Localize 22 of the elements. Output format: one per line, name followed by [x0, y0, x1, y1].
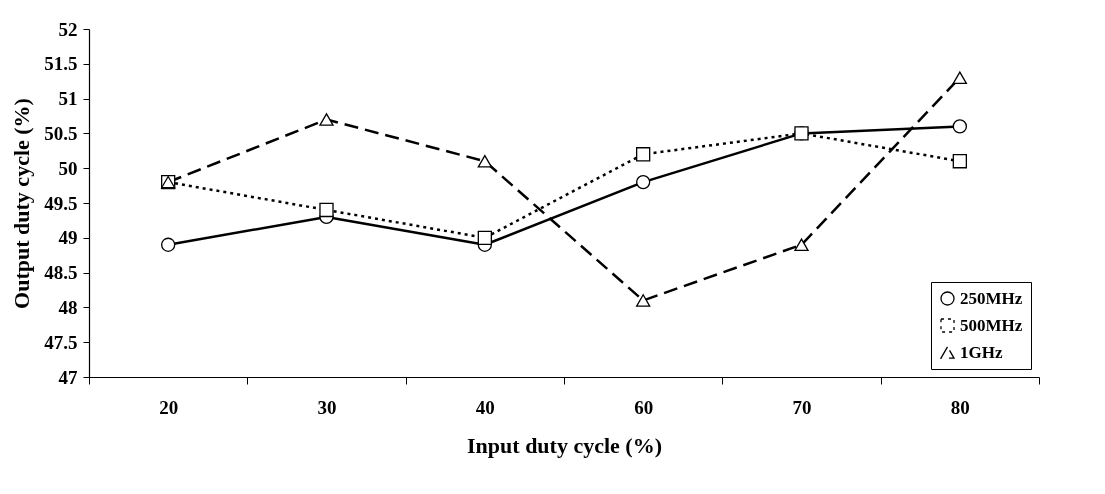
x-axis-title: Input duty cycle (%)	[467, 432, 662, 458]
x-tick-label: 40	[475, 396, 495, 418]
y-tick-label: 48.5	[44, 262, 78, 284]
x-tick-label: 70	[792, 396, 812, 418]
x-tick-label: 60	[634, 396, 654, 418]
legend-label: 500MHz	[960, 315, 1023, 335]
x-tick-label: 30	[317, 396, 337, 418]
y-tick-label: 52	[58, 18, 78, 40]
y-tick-label: 49.5	[44, 192, 78, 214]
y-tick-label: 51.5	[44, 53, 78, 75]
legend-label: 1GHz	[960, 342, 1003, 362]
x-tick-label: 20	[159, 396, 179, 418]
y-axis-title: Output duty cycle (%)	[9, 98, 35, 309]
y-tick-label: 47.5	[44, 331, 78, 353]
y-tick-label: 50.5	[44, 122, 78, 144]
y-tick-label: 48	[58, 296, 78, 318]
x-tick-label: 80	[950, 396, 970, 418]
y-tick-label: 47	[58, 366, 78, 388]
y-tick-label: 51	[58, 88, 78, 110]
y-tick-label: 50	[58, 157, 78, 179]
legend-label: 250MHz	[960, 288, 1023, 308]
y-tick-label: 49	[58, 227, 78, 249]
